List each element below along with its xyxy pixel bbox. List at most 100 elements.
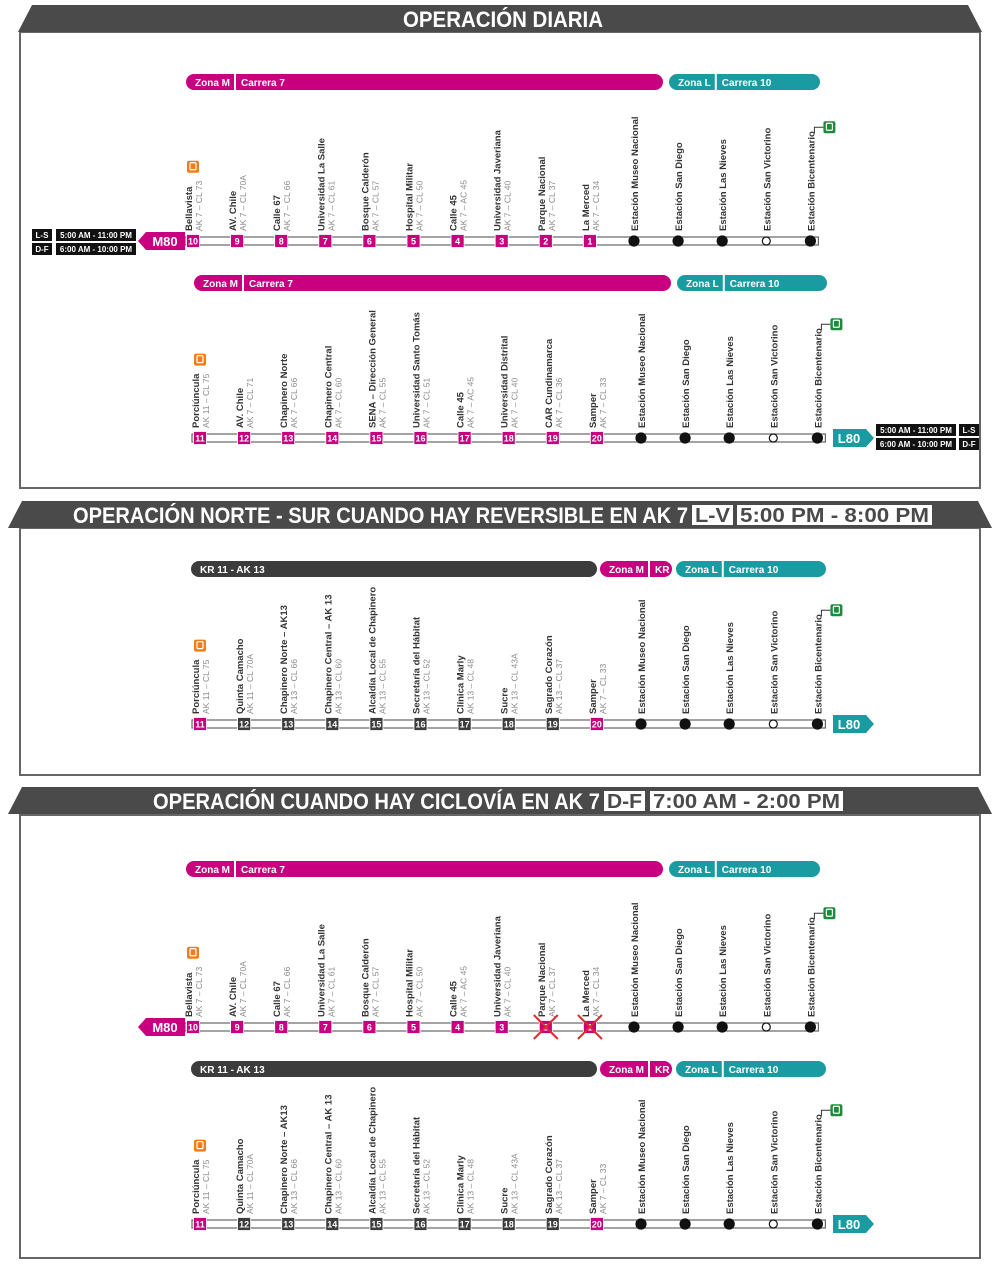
schedule-hours-box — [876, 438, 956, 450]
stop-name: Parque Nacional — [537, 157, 548, 231]
header-tag — [692, 505, 733, 525]
route-badge-label: M80 — [152, 234, 177, 249]
stop-address: AK 7 – CL 66 — [282, 966, 292, 1017]
zone-sub: Carrera 10 — [722, 865, 772, 876]
stop-code: 18 — [504, 1220, 514, 1230]
station-dot — [811, 432, 824, 444]
stop-address: AK 13 – CL 48 — [466, 659, 476, 714]
schedule-days: L-S — [963, 426, 977, 435]
station-name: Estación Bicentenario — [813, 1114, 824, 1214]
stop-code-box — [406, 234, 421, 248]
station-name: Estación Bicentenario — [813, 614, 824, 714]
section-header — [18, 5, 982, 32]
station-name: Estación Museo Nacional — [630, 116, 641, 231]
schedule-days-box — [32, 243, 52, 255]
header-hours: 5:00 PM - 8:00 PM — [740, 505, 929, 527]
stop-code-box — [413, 717, 428, 731]
stop-code: 15 — [371, 1220, 381, 1230]
stop-code-box — [494, 234, 509, 248]
station-name: Estación Bicentenario — [813, 328, 824, 428]
stop-code-box — [281, 431, 296, 445]
bus-icon-glyph — [825, 122, 834, 131]
stop-code-box — [318, 1020, 333, 1034]
route-badge-label: M80 — [152, 1020, 177, 1035]
stop-code: 5 — [411, 1023, 416, 1033]
zone-label: Zona L — [685, 1065, 718, 1076]
zone-bar — [600, 1061, 672, 1077]
zone-bar — [677, 275, 827, 291]
stop-address: AK 13 – CL 60 — [333, 659, 343, 714]
station-name: Estación San Diego — [681, 1125, 692, 1214]
stop-name: Samper — [588, 679, 599, 714]
stop-name: Porciúncula — [191, 1159, 202, 1214]
stop-address: AK 13 – CL 43A — [510, 1153, 520, 1214]
station-name: Estación Bicentenario — [806, 131, 817, 231]
stop-code: 6 — [367, 1023, 372, 1033]
header-days: D-F — [607, 791, 642, 813]
station-name: Estación Museo Nacional — [637, 599, 648, 714]
stop-code: 20 — [592, 1220, 602, 1230]
stop-name: Porciúncula — [191, 659, 202, 714]
stop-address: AK 13 – CL 48 — [466, 1159, 476, 1214]
station-dot — [635, 1218, 647, 1230]
stop-code: 14 — [327, 1220, 337, 1230]
stop-code: 3 — [499, 1023, 504, 1033]
stop-name: Universidad Javeriana — [493, 129, 504, 231]
schedule-days: L-S — [36, 231, 50, 240]
bus-icon-glyph — [196, 1141, 204, 1150]
stop-code-box — [545, 431, 560, 445]
route-badge — [138, 232, 185, 250]
stop-name: Sucre — [500, 1188, 511, 1214]
zone-label: Zona M — [609, 1065, 644, 1076]
stop-code: 6 — [367, 237, 372, 247]
station-dot — [679, 432, 691, 444]
stop-code: 2 — [543, 237, 548, 247]
stop-code-box — [457, 717, 472, 731]
stop-address: AK 7 – CL 60 — [333, 377, 343, 428]
header-tag — [737, 505, 932, 525]
stop-code: 16 — [415, 434, 425, 444]
stop-name: AV. Chile — [228, 977, 239, 1017]
stop-address: AK 13 – CL 55 — [377, 1159, 387, 1214]
icon-connector — [820, 609, 831, 617]
zone-sub: Carrera 10 — [722, 78, 772, 89]
stop-name: Hospital Militar — [405, 949, 416, 1017]
stop-code: 8 — [279, 237, 284, 247]
stop-code-box — [193, 717, 207, 731]
stop-name: Calle 45 — [449, 194, 460, 231]
zone-label: KR 11 - AK 13 — [200, 565, 265, 576]
stop-code: 13 — [283, 434, 293, 444]
stop-code-box — [186, 234, 200, 248]
stop-code: 3 — [499, 237, 504, 247]
stop-code-box — [501, 1217, 516, 1231]
stop-code-box — [501, 717, 516, 731]
stop-code: 16 — [415, 720, 425, 730]
stop-address: AK 7 – AC 45 — [466, 377, 476, 428]
closed-mark — [533, 1014, 559, 1040]
stop-name: Parque Nacional — [537, 943, 548, 1017]
zone-bar — [600, 561, 672, 577]
stop-address: AK 7 – CL 73 — [194, 966, 204, 1017]
stop-code-box — [457, 1217, 472, 1231]
stop-name: AV. Chile — [235, 388, 246, 428]
stop-code-box — [501, 431, 516, 445]
route-badge — [833, 429, 874, 447]
stop-code-box — [590, 717, 604, 731]
station-name: Estación Las Nieves — [725, 1122, 736, 1214]
schedule-days-box — [959, 424, 979, 436]
zone-label: Zona L — [678, 78, 711, 89]
stop-address: AK 7 – CL 50 — [415, 966, 425, 1017]
stop-address: AK 13 – CL 37 — [554, 1159, 564, 1214]
stop-code-box — [590, 1217, 604, 1231]
station-dot — [804, 235, 817, 247]
stop-name: Universidad Javeriana — [493, 915, 504, 1017]
stop-address: AK 13 – CL 66 — [289, 1159, 299, 1214]
stop-address: AK 13 – CL 37 — [554, 659, 564, 714]
stop-name: Universidad Santo Tomás — [412, 312, 423, 428]
zone-label: Zona L — [686, 279, 719, 290]
station-name: Estación San Victorino — [762, 914, 773, 1017]
stop-code-box — [362, 1020, 377, 1034]
route-badge — [833, 1215, 874, 1233]
stop-address: AK 7 – CL 66 — [289, 377, 299, 428]
